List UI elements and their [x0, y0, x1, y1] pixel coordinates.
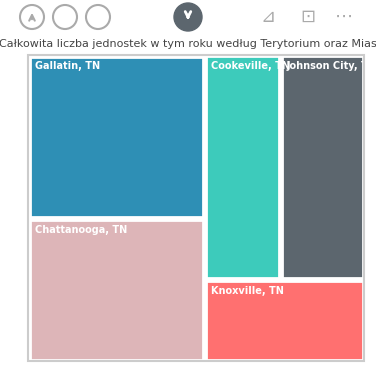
- Circle shape: [174, 3, 202, 31]
- Bar: [29, 220, 203, 359]
- Text: Knoxville, TN: Knoxville, TN: [211, 286, 284, 296]
- Text: Gallatin, TN: Gallatin, TN: [35, 61, 100, 71]
- Bar: [282, 56, 362, 278]
- Bar: [29, 56, 203, 217]
- Bar: [206, 56, 279, 278]
- Bar: [206, 282, 362, 359]
- Text: Cookeville, TN: Cookeville, TN: [211, 61, 290, 71]
- Text: Johnson City, TN: Johnson City, TN: [287, 61, 376, 71]
- Text: ⊿: ⊿: [261, 8, 276, 26]
- Text: Całkowita liczba jednostek w tym roku według Terytorium oraz Mias: Całkowita liczba jednostek w tym roku we…: [0, 39, 376, 49]
- Text: ⋯: ⋯: [335, 8, 353, 26]
- Text: Chattanooga, TN: Chattanooga, TN: [35, 225, 127, 235]
- Text: ⊡: ⊡: [300, 8, 315, 26]
